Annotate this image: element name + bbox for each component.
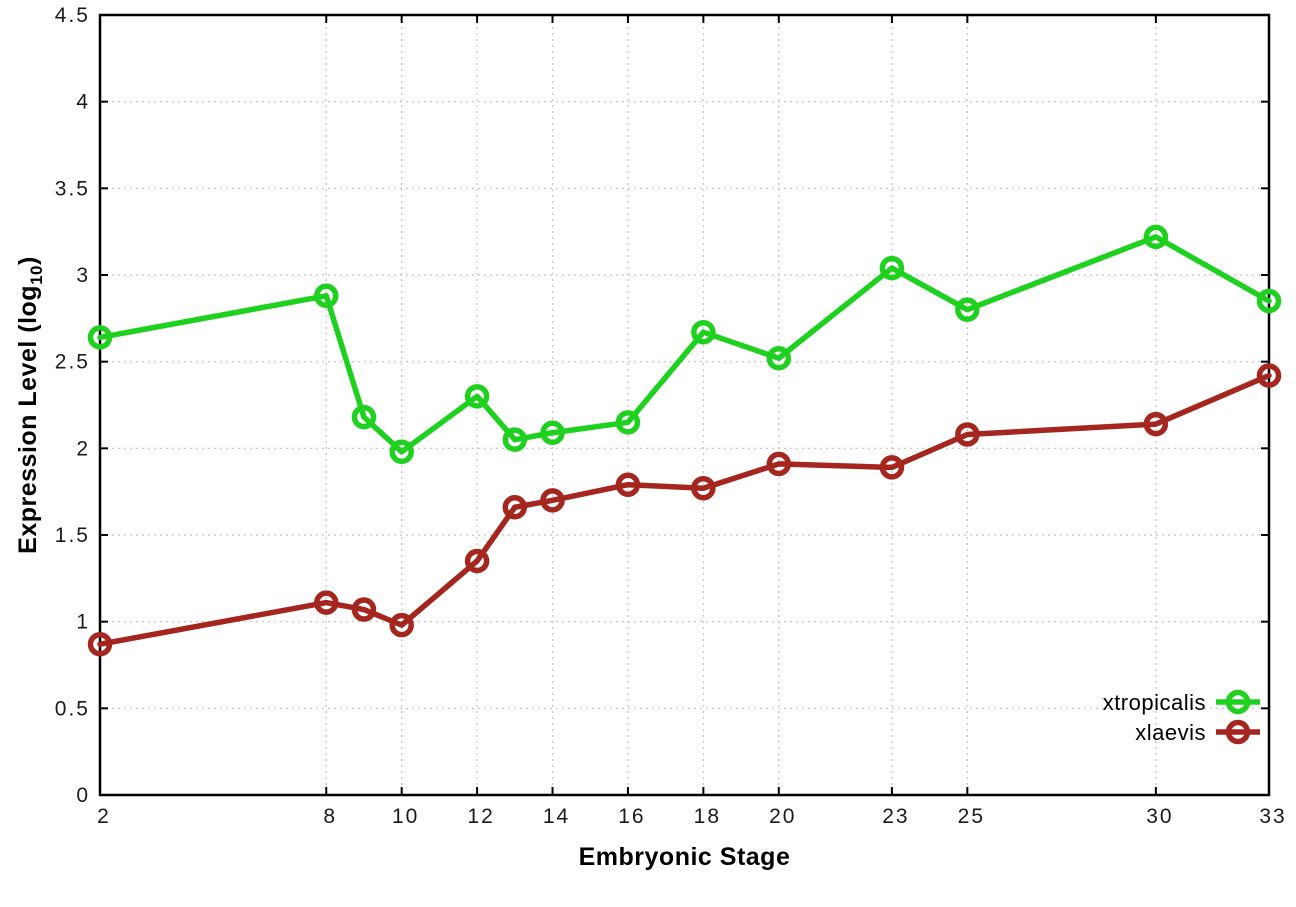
series-marker-xtropicalis: [87, 325, 113, 350]
series-line-xtropicalis: [97, 234, 1272, 455]
series-marker-xtropicalis: [955, 297, 980, 322]
y-axis-title-close: ): [14, 256, 42, 265]
y-tick-label: 0.5: [55, 697, 90, 720]
legend-label-xlaevis: xlaevis: [1135, 720, 1206, 745]
x-tick-label: 18: [694, 805, 721, 828]
y-tick-label: 4.5: [55, 4, 90, 27]
y-tick-label: 3.5: [55, 177, 90, 200]
series-marker-xtropicalis: [766, 345, 792, 371]
y-tick-label: 1.5: [55, 524, 90, 547]
x-tick-label: 25: [958, 805, 985, 828]
x-tick-label: 10: [392, 805, 419, 828]
series-marker-xtropicalis: [1256, 288, 1282, 314]
x-tick-label: 20: [769, 805, 796, 828]
x-tick-label: 33: [1259, 805, 1286, 828]
series-marker-xtropicalis: [502, 427, 528, 452]
y-tick-label: 0: [76, 784, 90, 807]
x-tick-label: 14: [543, 805, 570, 828]
series-marker-xtropicalis: [314, 283, 339, 309]
series-marker-xtropicalis: [691, 319, 716, 345]
series-marker-xtropicalis: [1143, 224, 1169, 250]
series-marker-xlaevis: [314, 590, 339, 615]
legend-marker-xlaevis: [1225, 719, 1251, 745]
y-tick-label: 3: [76, 264, 90, 287]
x-tick-label: 8: [323, 805, 337, 828]
x-axis-title: Embryonic Stage: [578, 843, 791, 871]
series-line-xlaevis: [97, 372, 1272, 647]
x-tick-label: 16: [618, 805, 645, 828]
series-marker-xlaevis: [502, 495, 528, 520]
x-tick-label: 23: [882, 805, 909, 828]
series-marker-xtropicalis: [351, 404, 377, 430]
series-marker-xtropicalis: [879, 255, 905, 281]
series-marker-xlaevis: [691, 475, 716, 501]
plot-border: [98, 13, 1271, 797]
y-tick-label: 4: [76, 91, 90, 114]
x-tick-label: 2: [97, 805, 111, 828]
x-tick-label: 12: [467, 805, 494, 828]
y-axis-title-text: Expression Level (log: [14, 284, 42, 554]
series-marker-xlaevis: [955, 422, 980, 447]
series-marker-xtropicalis: [389, 439, 414, 465]
series-marker-xtropicalis: [615, 410, 641, 435]
series-marker-xtropicalis: [464, 384, 490, 409]
series-marker-xlaevis: [87, 631, 113, 657]
y-tick-label: 2: [76, 437, 90, 460]
y-tick-label: 1: [76, 611, 90, 634]
series-marker-xlaevis: [540, 488, 565, 513]
series-marker-xlaevis: [1256, 363, 1282, 388]
series-marker-xlaevis: [879, 455, 905, 480]
legend: xtropicalis xlaevis: [1103, 689, 1260, 745]
y-tick-label: 2.5: [55, 351, 90, 374]
series-marker-xtropicalis: [540, 420, 565, 445]
y-axis-title-subscript: 10: [27, 265, 46, 285]
series-marker-xlaevis: [766, 451, 792, 477]
series-marker-xlaevis: [351, 597, 377, 622]
x-tick-label: 30: [1146, 805, 1173, 828]
series-marker-xlaevis: [389, 612, 414, 638]
legend-label-xtropicalis: xtropicalis: [1103, 690, 1206, 715]
legend-marker-xtropicalis: [1225, 689, 1251, 715]
series-marker-xlaevis: [464, 548, 490, 574]
y-axis-title: Expression Level (log10): [8, 105, 48, 705]
series-marker-xlaevis: [1143, 411, 1169, 437]
series-marker-xlaevis: [615, 472, 641, 497]
